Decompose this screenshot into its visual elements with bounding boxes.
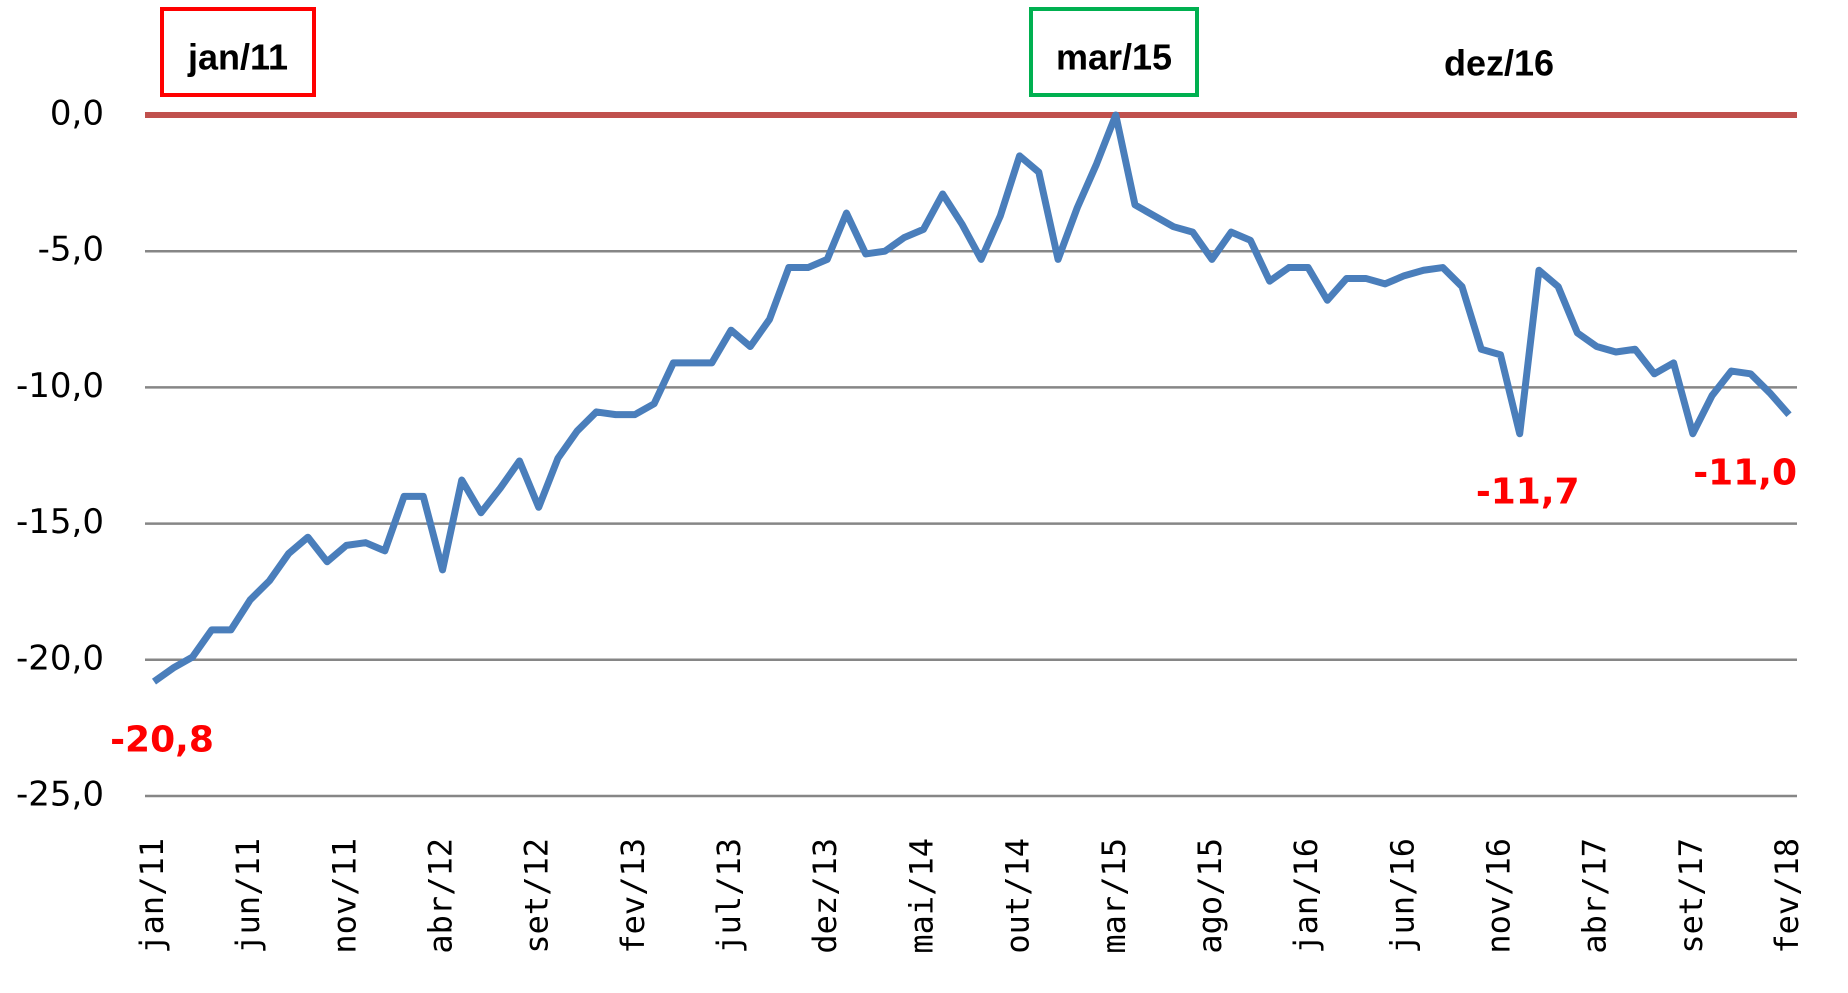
x-tick-label: out/14 (999, 838, 1037, 954)
y-tick-label: 0,0 (50, 94, 104, 134)
x-tick-label: jan/11 (133, 838, 171, 954)
x-tick-label: nov/16 (1479, 838, 1517, 954)
x-tick-label: mai/14 (902, 838, 940, 954)
x-tick-label: fev/18 (1768, 838, 1806, 954)
x-tick-label: ago/15 (1191, 838, 1229, 954)
x-tick-label: jun/16 (1383, 838, 1421, 954)
data-label: -11,0 (1693, 453, 1797, 494)
x-tick-label: jan/16 (1287, 838, 1325, 954)
annotation: mar/15 (1056, 37, 1172, 78)
x-tick-label: fev/13 (614, 838, 652, 954)
x-tick-label: dez/13 (806, 838, 844, 954)
y-tick-label: -15,0 (16, 502, 104, 542)
x-tick-label: set/12 (518, 838, 556, 954)
annotation-box (1029, 7, 1199, 97)
x-tick-label: jun/11 (229, 838, 267, 954)
data-label: -20,8 (110, 720, 214, 761)
x-tick-label: jul/13 (710, 838, 748, 954)
x-tick-label: abr/17 (1576, 838, 1614, 954)
y-tick-label: -10,0 (16, 366, 104, 406)
data-label: -11,7 (1476, 472, 1580, 513)
annotation: jan/11 (187, 37, 288, 78)
x-tick-label: nov/11 (325, 838, 363, 954)
x-tick-label: mar/15 (1095, 838, 1133, 954)
x-tick-label: abr/12 (422, 838, 460, 954)
data-line (151, 111, 1792, 685)
annotation-box (160, 7, 316, 97)
y-tick-label: -25,0 (16, 775, 104, 815)
annotation: dez/16 (1444, 43, 1554, 84)
x-tick-label: set/17 (1672, 838, 1710, 954)
y-tick-label: -5,0 (38, 230, 104, 270)
y-tick-label: -20,0 (16, 638, 104, 678)
